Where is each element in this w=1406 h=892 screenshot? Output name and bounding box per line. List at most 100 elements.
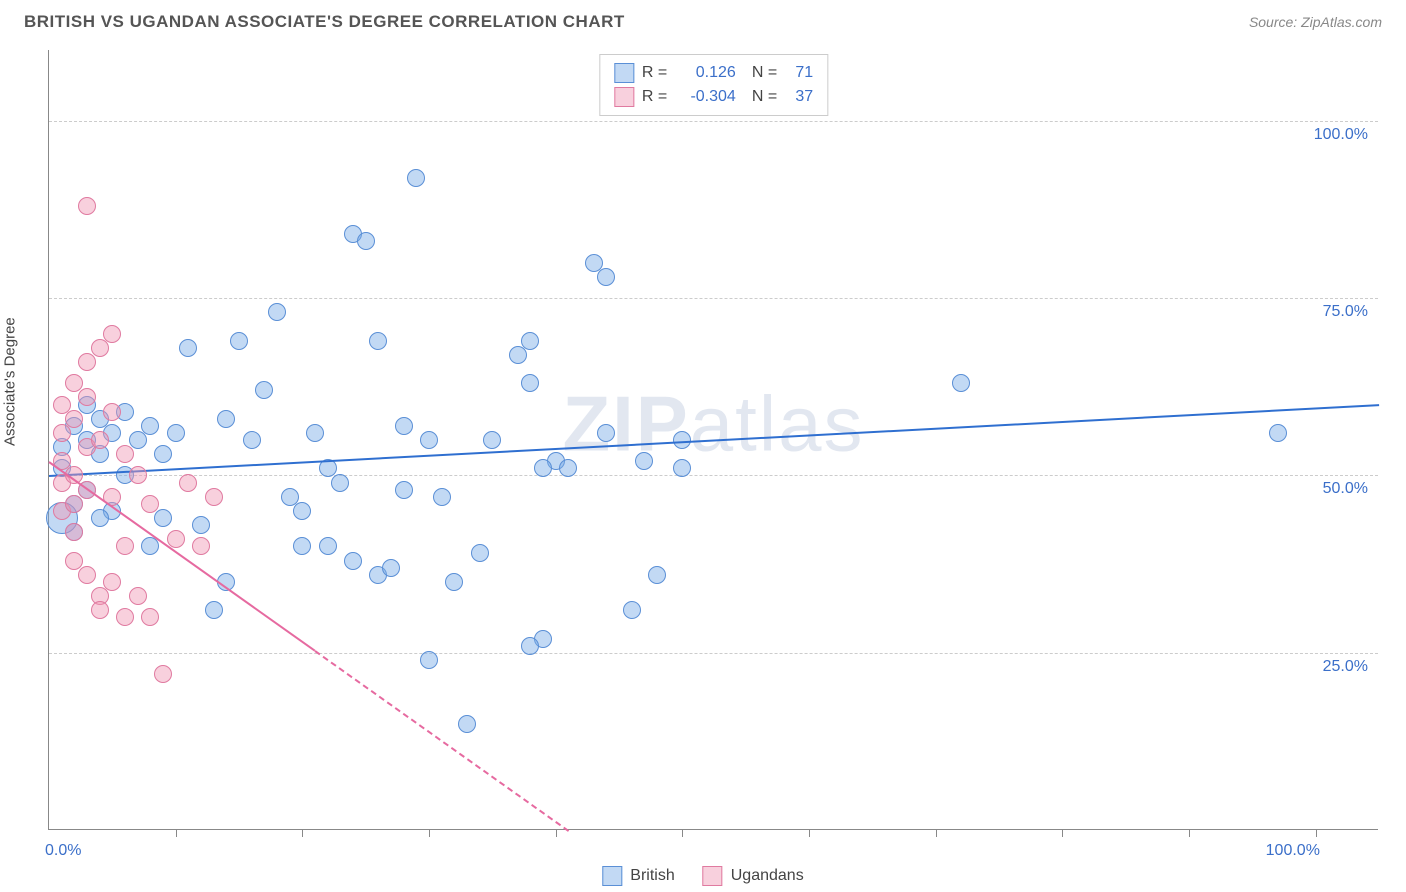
data-point (78, 566, 96, 584)
legend-row: R =-0.304N =37 (614, 85, 813, 109)
data-point (141, 495, 159, 513)
legend-n-value: 71 (785, 64, 813, 82)
data-point (154, 445, 172, 463)
data-point (205, 601, 223, 619)
data-point (382, 559, 400, 577)
data-point (129, 431, 147, 449)
data-point (635, 452, 653, 470)
data-point (331, 474, 349, 492)
data-point (471, 544, 489, 562)
data-point (395, 481, 413, 499)
gridline (49, 298, 1378, 299)
ytick-label: 50.0% (1323, 480, 1368, 498)
data-point (243, 431, 261, 449)
header: BRITISH VS UGANDAN ASSOCIATE'S DEGREE CO… (0, 0, 1406, 40)
data-point (407, 169, 425, 187)
xtick-label: 0.0% (45, 842, 81, 860)
xtick (302, 829, 303, 837)
data-point (559, 459, 577, 477)
data-point (521, 332, 539, 350)
data-point (952, 374, 970, 392)
data-point (116, 608, 134, 626)
data-point (141, 417, 159, 435)
data-point (255, 381, 273, 399)
data-point (521, 374, 539, 392)
data-point (103, 573, 121, 591)
data-point (192, 537, 210, 555)
data-point (116, 445, 134, 463)
legend-bottom: British Ugandans (602, 866, 803, 886)
trend-line-dashed (314, 650, 568, 831)
xtick (682, 829, 683, 837)
xtick (1062, 829, 1063, 837)
legend-item: British (602, 866, 674, 886)
scatter-chart: ZIPatlas 25.0%50.0%75.0%100.0%0.0%100.0%… (48, 50, 1378, 830)
gridline (49, 653, 1378, 654)
data-point (458, 715, 476, 733)
data-point (597, 268, 615, 286)
data-point (369, 332, 387, 350)
data-point (167, 424, 185, 442)
legend-swatch (614, 87, 634, 107)
legend-r-value: -0.304 (676, 88, 736, 106)
legend-swatch (703, 866, 723, 886)
data-point (673, 459, 691, 477)
data-point (357, 232, 375, 250)
xtick-label: 100.0% (1266, 842, 1320, 860)
ytick-label: 25.0% (1323, 658, 1368, 676)
data-point (129, 466, 147, 484)
legend-row: R =0.126N =71 (614, 61, 813, 85)
xtick (1316, 829, 1317, 837)
data-point (91, 509, 109, 527)
data-point (78, 353, 96, 371)
xtick (556, 829, 557, 837)
data-point (179, 474, 197, 492)
legend-top: R =0.126N =71R =-0.304N =37 (599, 54, 828, 116)
xtick (429, 829, 430, 837)
source-label: Source: ZipAtlas.com (1249, 14, 1382, 30)
legend-n-value: 37 (785, 88, 813, 106)
data-point (230, 332, 248, 350)
legend-item: Ugandans (703, 866, 804, 886)
data-point (445, 573, 463, 591)
legend-r-value: 0.126 (676, 64, 736, 82)
data-point (154, 509, 172, 527)
ytick-label: 75.0% (1323, 303, 1368, 321)
data-point (65, 410, 83, 428)
data-point (129, 587, 147, 605)
data-point (91, 431, 109, 449)
data-point (521, 637, 539, 655)
data-point (433, 488, 451, 506)
data-point (293, 502, 311, 520)
data-point (217, 410, 235, 428)
gridline (49, 121, 1378, 122)
yaxis-title: Associate's Degree (2, 317, 19, 446)
data-point (141, 608, 159, 626)
xtick (809, 829, 810, 837)
data-point (205, 488, 223, 506)
data-point (648, 566, 666, 584)
legend-swatch (614, 63, 634, 83)
data-point (293, 537, 311, 555)
data-point (65, 495, 83, 513)
data-point (319, 537, 337, 555)
data-point (420, 431, 438, 449)
data-point (78, 197, 96, 215)
data-point (306, 424, 324, 442)
data-point (597, 424, 615, 442)
chart-title: BRITISH VS UGANDAN ASSOCIATE'S DEGREE CO… (24, 12, 625, 32)
data-point (154, 665, 172, 683)
data-point (420, 651, 438, 669)
ytick-label: 100.0% (1314, 126, 1368, 144)
data-point (53, 424, 71, 442)
legend-swatch (602, 866, 622, 886)
data-point (91, 601, 109, 619)
data-point (534, 459, 552, 477)
data-point (344, 552, 362, 570)
data-point (623, 601, 641, 619)
data-point (91, 339, 109, 357)
legend-label: British (630, 867, 674, 885)
data-point (192, 516, 210, 534)
trend-line (48, 461, 315, 651)
data-point (116, 537, 134, 555)
